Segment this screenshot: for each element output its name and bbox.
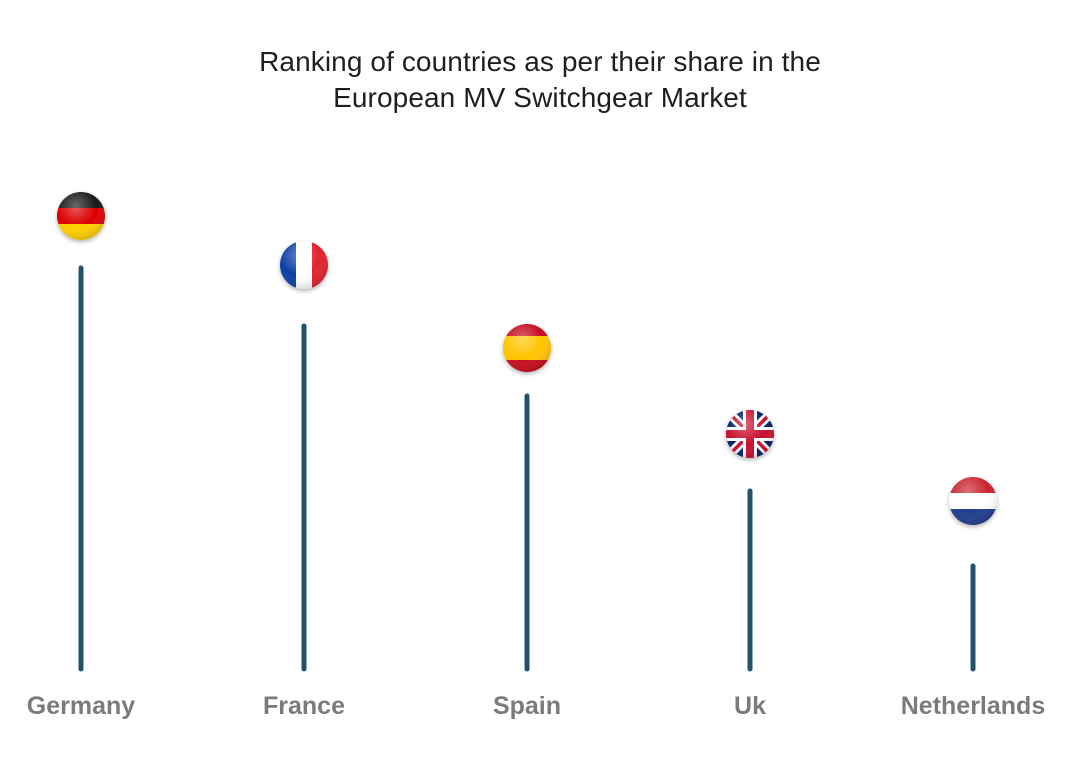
uk-flag-icon bbox=[726, 410, 774, 458]
chart-title-line-1: Ranking of countries as per their share … bbox=[259, 46, 821, 77]
tick-label-france: France bbox=[263, 692, 345, 720]
tick-label-uk: Uk bbox=[734, 692, 766, 720]
spain-flag-icon bbox=[503, 324, 551, 372]
tick-label-spain: Spain bbox=[493, 692, 561, 720]
netherlands-flag-icon bbox=[949, 477, 997, 525]
tick-label-germany: Germany bbox=[27, 692, 135, 720]
germany-flag-icon bbox=[57, 192, 105, 240]
tick-label-netherlands: Netherlands bbox=[901, 692, 1045, 720]
chart-title-line-2: European MV Switchgear Market bbox=[333, 82, 747, 113]
stems bbox=[78, 265, 976, 672]
x-axis-labels: Germany France Spain Uk Netherlands bbox=[27, 692, 1045, 720]
chart-title: Ranking of countries as per their share … bbox=[140, 44, 940, 116]
france-flag-icon bbox=[280, 241, 328, 289]
